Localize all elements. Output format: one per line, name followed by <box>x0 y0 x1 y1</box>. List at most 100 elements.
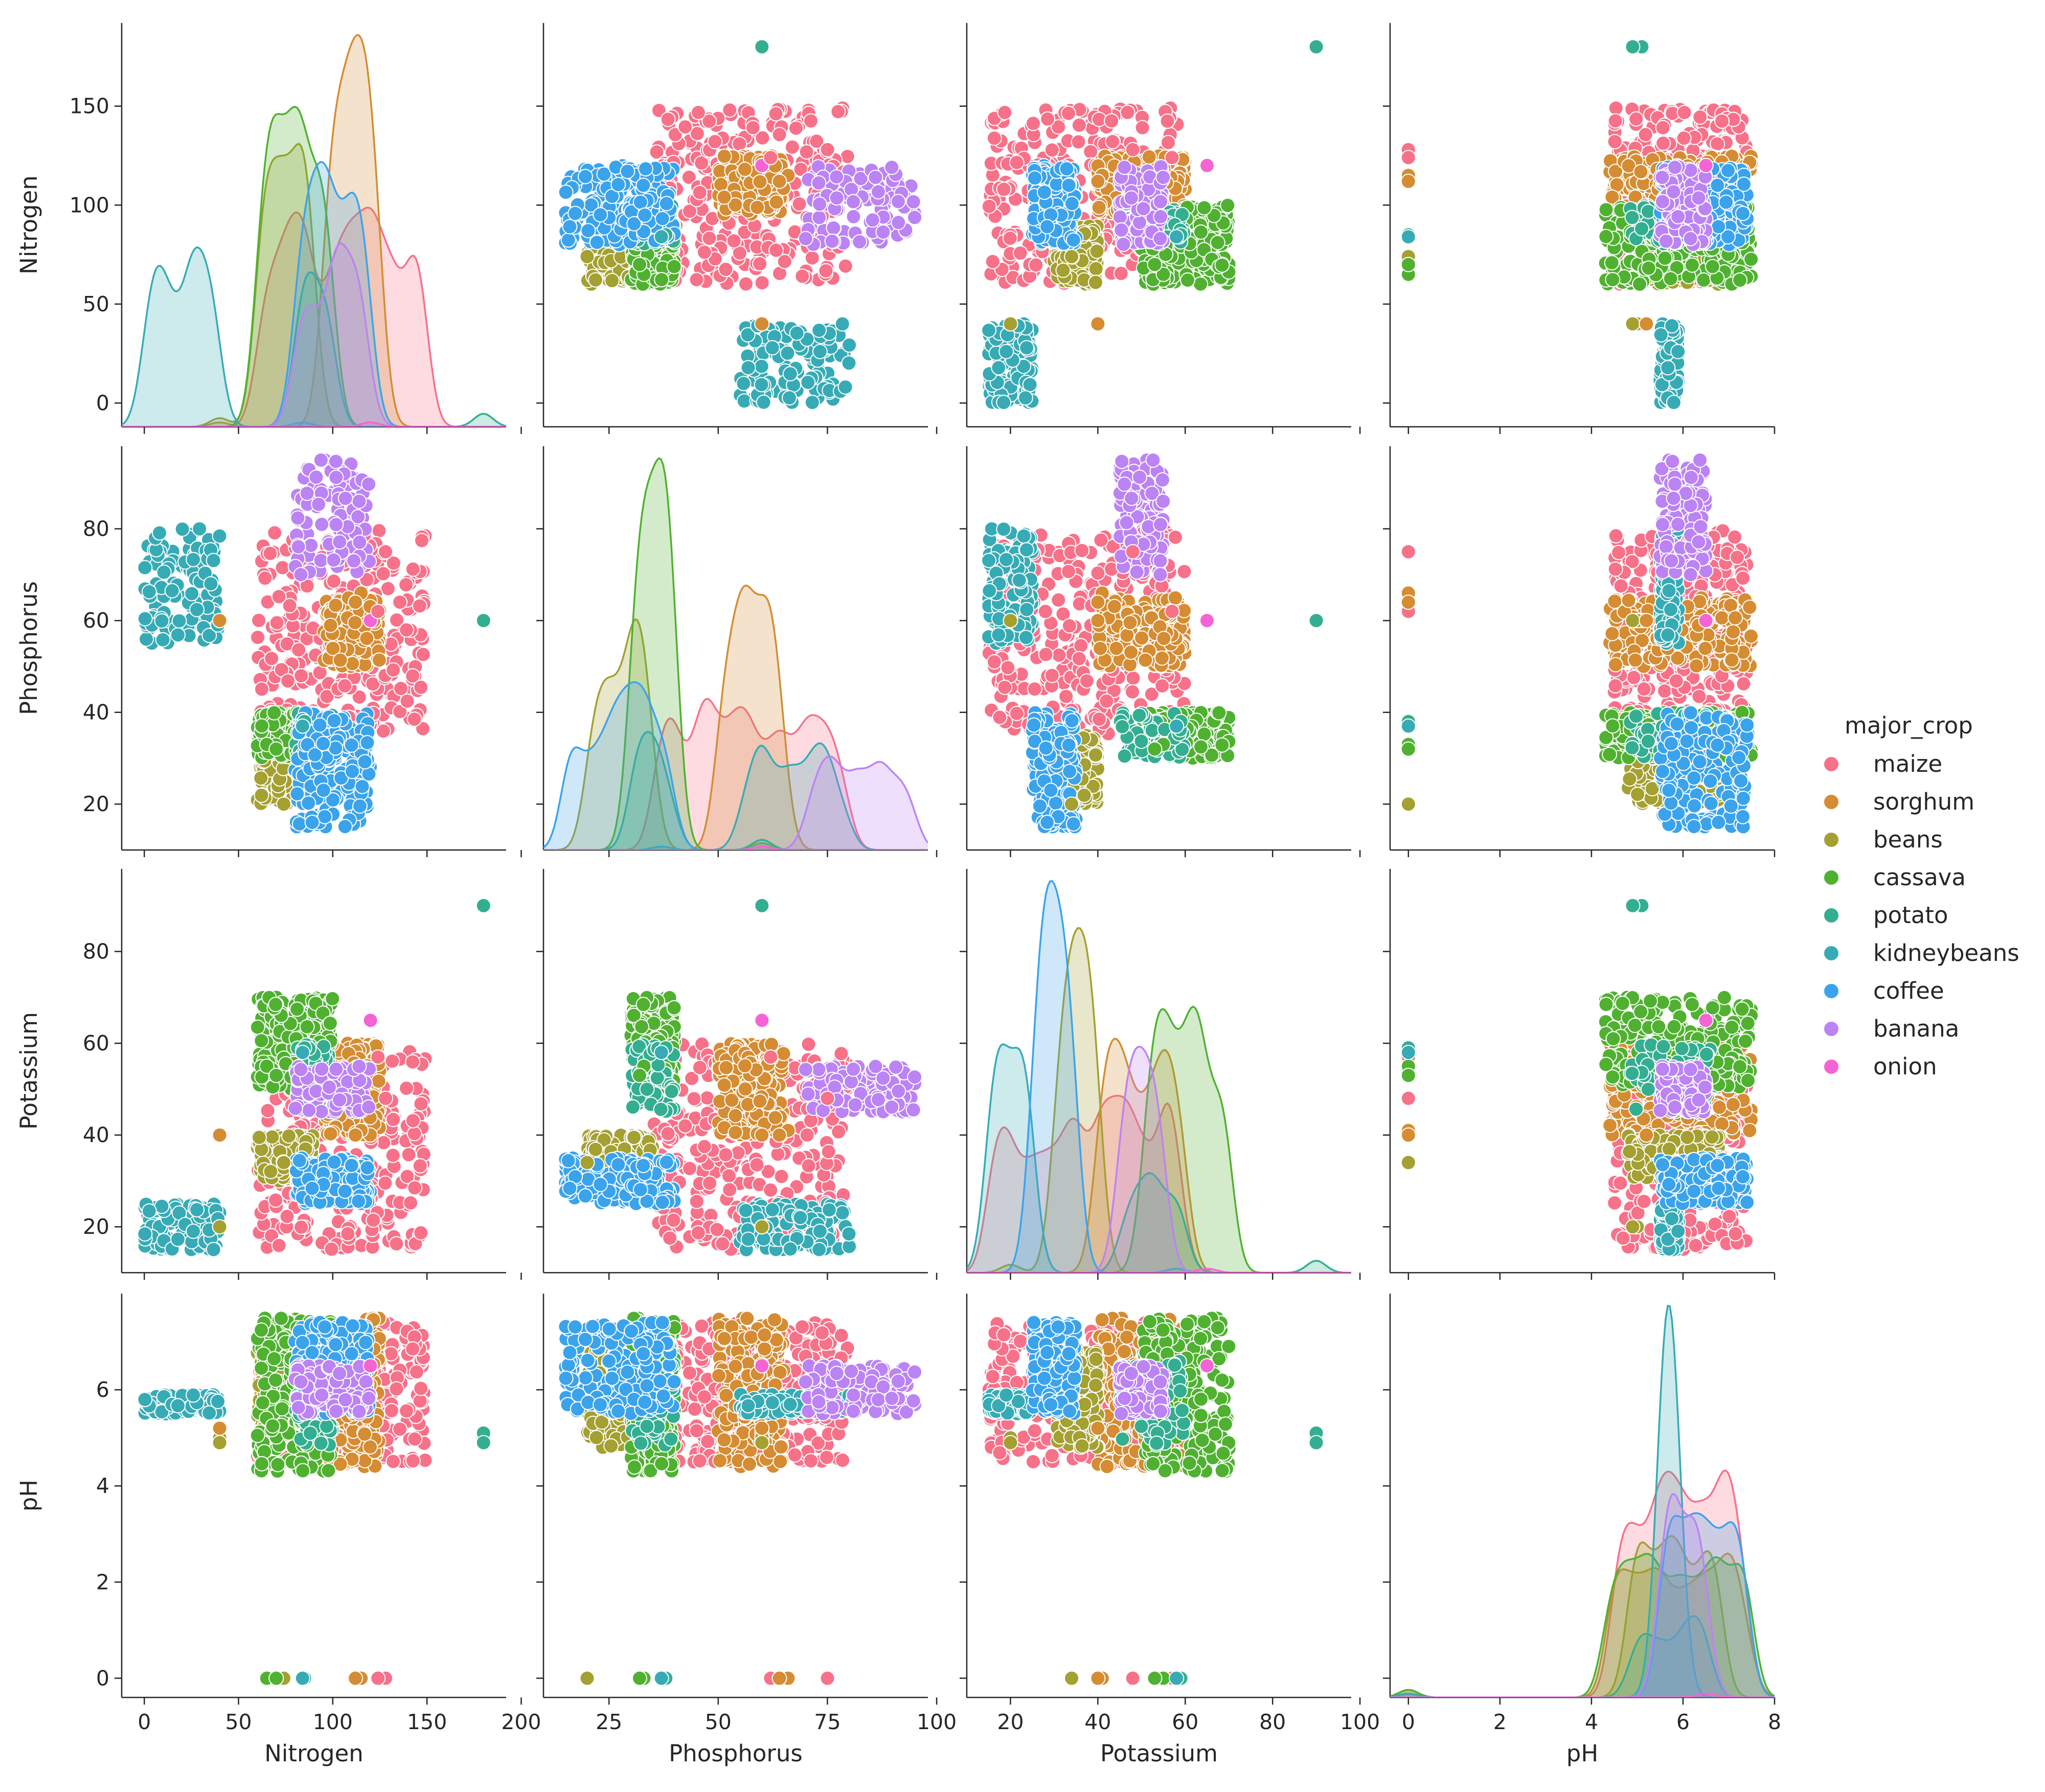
point-maize <box>1655 135 1671 151</box>
point-maize <box>1071 117 1087 133</box>
point-coffee <box>577 169 593 185</box>
y-tick-label: 40 <box>83 700 109 725</box>
point-coffee <box>637 207 653 223</box>
point-maize <box>682 203 697 219</box>
point-banana <box>1155 170 1171 185</box>
point-maize <box>788 120 804 136</box>
point-maize <box>399 622 415 638</box>
point-sorghum <box>1400 173 1416 189</box>
point-coffee <box>562 219 578 235</box>
point-maize <box>818 263 834 279</box>
point-maize <box>1638 127 1653 143</box>
point-maize <box>275 560 290 576</box>
y-tick-label: 0 <box>96 391 109 416</box>
point-beans <box>1089 243 1105 259</box>
point-maize <box>837 258 853 274</box>
point-maize <box>405 668 421 684</box>
point-maize <box>1120 104 1135 120</box>
point-kidneybeans <box>782 390 797 406</box>
point-cassava <box>1598 228 1614 244</box>
point-sorghum <box>1604 189 1620 205</box>
point-maize <box>1125 142 1141 157</box>
point-maize <box>1104 113 1120 129</box>
point-maize <box>1161 134 1176 150</box>
point-maize <box>380 581 396 596</box>
point-banana <box>1153 209 1169 224</box>
point-maize <box>405 561 421 577</box>
point-maize <box>262 545 278 561</box>
point-maize <box>732 136 747 152</box>
point-banana <box>1666 184 1682 200</box>
point-maize <box>351 689 367 705</box>
point-maize <box>319 688 335 704</box>
kde-line-kidneybeans <box>122 246 506 427</box>
kde-fill-maize <box>122 208 506 427</box>
point-coffee <box>1036 185 1052 200</box>
point-banana <box>1152 231 1168 246</box>
point-beans <box>1055 262 1071 278</box>
point-potato <box>754 39 770 55</box>
point-maize <box>763 150 779 166</box>
point-maize <box>681 169 697 185</box>
point-beans <box>604 272 620 288</box>
point-kidneybeans <box>736 376 752 392</box>
point-sorghum <box>754 316 770 332</box>
point-sorghum <box>371 652 387 668</box>
point-maize <box>1044 142 1060 158</box>
point-maize <box>385 662 401 678</box>
point-maize <box>293 668 309 684</box>
point-coffee <box>1711 219 1726 235</box>
point-sorghum <box>768 194 784 210</box>
y-axis-title-phosphorus: Phosphorus <box>15 581 42 715</box>
point-banana <box>811 210 827 225</box>
point-maize <box>738 276 754 292</box>
point-kidneybeans <box>740 360 756 376</box>
kde-fill-potato <box>122 272 506 427</box>
point-kidneybeans <box>1670 343 1686 359</box>
point-banana <box>1116 237 1131 252</box>
point-kidneybeans <box>800 375 816 390</box>
point-banana <box>829 169 845 185</box>
panel-nitrogen-vs-potassium <box>960 23 1361 434</box>
point-cassava <box>1180 272 1195 288</box>
point-maize <box>282 598 298 613</box>
kde-line-coffee <box>122 161 506 427</box>
point-maize <box>393 681 409 696</box>
point-potato <box>1308 39 1324 55</box>
point-cassava <box>1214 257 1230 273</box>
point-sorghum <box>328 598 344 613</box>
point-potato <box>1634 221 1650 237</box>
point-cassava <box>654 272 670 288</box>
point-sorghum <box>1091 199 1107 215</box>
point-sorghum <box>323 617 338 633</box>
point-coffee <box>1059 161 1075 177</box>
point-maize <box>649 144 665 160</box>
point-cassava <box>1743 251 1759 267</box>
point-maize <box>794 268 810 284</box>
point-maize <box>768 106 784 122</box>
point-banana <box>846 209 861 224</box>
point-maize <box>1676 105 1692 121</box>
point-kidneybeans <box>754 377 769 393</box>
point-maize <box>365 676 381 692</box>
point-sorghum <box>749 199 765 215</box>
point-kidneybeans <box>1653 327 1669 342</box>
point-kidneybeans <box>780 345 796 361</box>
point-maize <box>398 577 414 592</box>
point-maize <box>701 113 717 129</box>
point-banana <box>871 184 886 200</box>
panel-nitrogen-vs-ph <box>1383 23 1776 434</box>
point-maize <box>820 142 835 157</box>
point-maize <box>251 612 267 628</box>
point-coffee <box>626 216 642 232</box>
point-banana <box>1683 231 1698 246</box>
point-maize <box>777 254 792 269</box>
plot-area <box>137 452 491 835</box>
point-maize <box>269 615 285 631</box>
point-sorghum <box>1633 164 1649 179</box>
point-sorghum <box>752 174 768 190</box>
plot-area <box>981 39 1324 410</box>
point-coffee <box>610 177 626 193</box>
kde-fill-coffee <box>122 162 506 427</box>
point-maize <box>291 642 307 658</box>
